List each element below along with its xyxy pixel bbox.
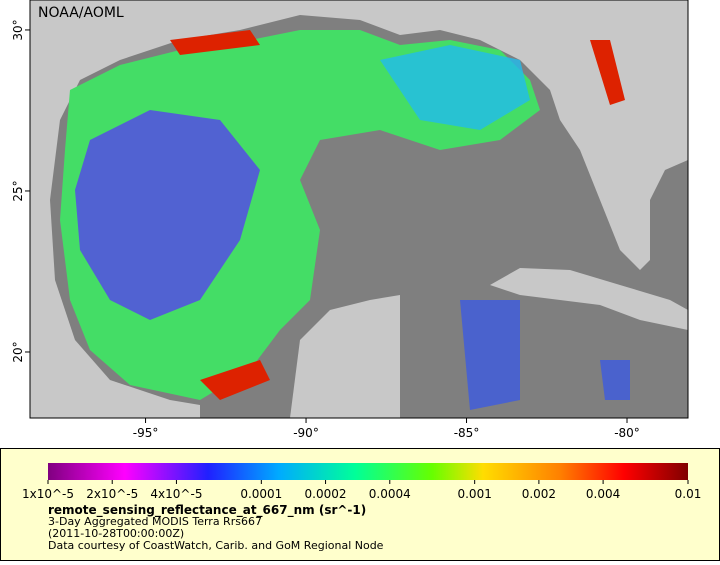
x-tick-label: -80°: [614, 426, 640, 440]
colorbar: [48, 463, 688, 480]
map-frame: [29, 0, 689, 419]
colorbar-tick-label: 0.0001: [240, 487, 282, 501]
colorbar-tick-label: 0.001: [457, 487, 491, 501]
legend-line: 3-Day Aggregated MODIS Terra Rrs667: [48, 515, 262, 528]
land-cuba: [490, 268, 688, 330]
reflectance-low: [75, 110, 260, 320]
colorbar-tick-label: 2x10^-5: [86, 487, 138, 501]
map-area: NOAA/AOML: [29, 0, 689, 419]
y-tick-label: 25°: [11, 180, 25, 201]
x-tick-label: -95°: [133, 426, 159, 440]
x-tick-label: -85°: [454, 426, 480, 440]
y-tick-label: 30°: [11, 19, 25, 40]
colorbar-tick-label: 0.0002: [305, 487, 347, 501]
x-tick-label: -90°: [293, 426, 319, 440]
land-north-west: [30, 0, 688, 418]
legend-variable: remote_sensing_reflectance_at_667_nm (sr…: [48, 503, 366, 518]
colorbar-tick-label: 0.004: [586, 487, 620, 501]
reflectance-patch: [460, 300, 630, 410]
credit: NOAA/AOML: [38, 5, 124, 21]
land-yucatan: [290, 295, 400, 418]
colorbar-tick-label: 0.01: [675, 487, 702, 501]
colorbar-tick-label: 0.002: [522, 487, 556, 501]
reflectance-mid: [380, 45, 530, 130]
legend-line: (2011-10-28T00:00:00Z): [48, 527, 184, 540]
colorbar-tick-label: 0.0004: [369, 487, 411, 501]
colorbar-tick-label: 4x10^-5: [150, 487, 202, 501]
colorbar-tick-label: 1x10^-5: [22, 487, 74, 501]
y-tick-label: 20°: [11, 341, 25, 362]
legend-line: Data courtesy of CoastWatch, Carib. and …: [48, 539, 384, 552]
